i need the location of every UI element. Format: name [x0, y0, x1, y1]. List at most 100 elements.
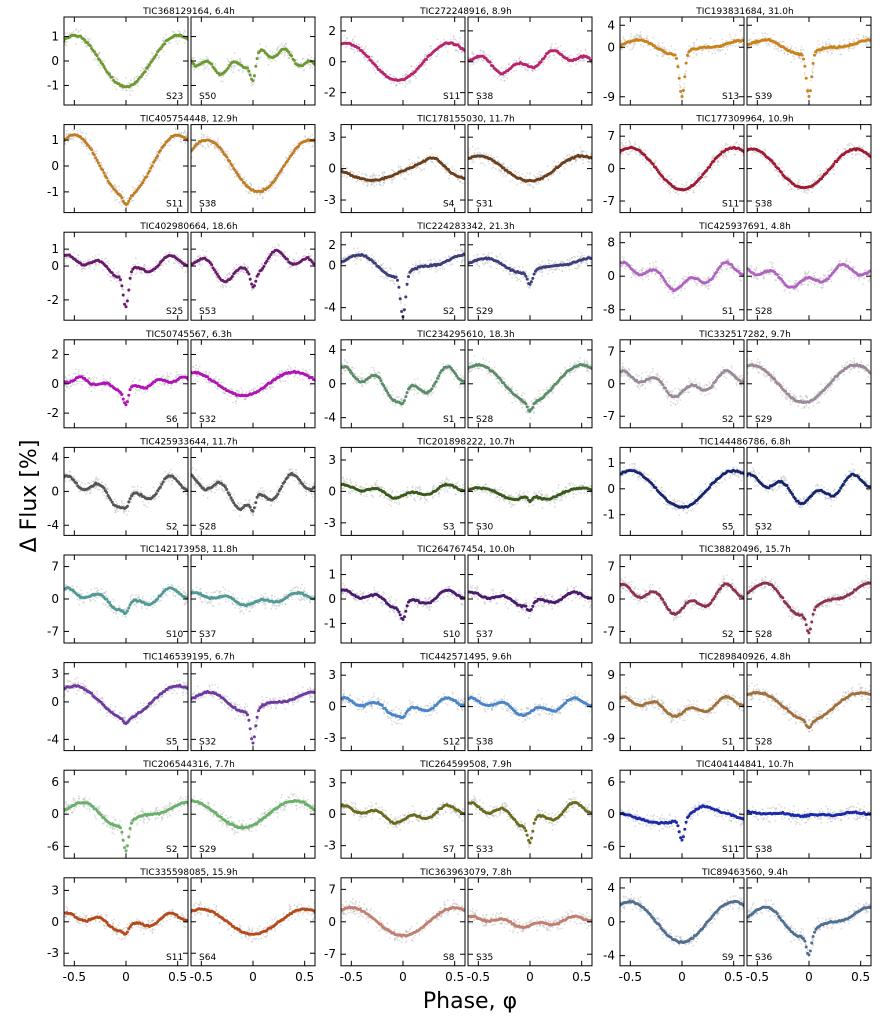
binned-point	[102, 65, 106, 69]
raw-point	[477, 59, 480, 62]
raw-point	[224, 150, 226, 153]
raw-point	[704, 176, 707, 179]
raw-point	[261, 192, 263, 195]
binned-point	[228, 159, 232, 163]
raw-point	[655, 54, 658, 57]
raw-point	[789, 186, 792, 188]
raw-point	[69, 138, 72, 140]
y-tick-label: -3	[324, 193, 336, 207]
raw-point	[703, 43, 706, 46]
raw-point	[281, 172, 283, 175]
raw-point	[88, 265, 91, 267]
raw-point	[581, 150, 584, 153]
raw-point	[797, 188, 799, 191]
raw-point	[177, 30, 180, 32]
raw-point	[168, 41, 170, 44]
raw-point	[158, 159, 161, 162]
raw-point	[546, 58, 549, 60]
raw-point	[367, 183, 369, 186]
raw-point	[642, 45, 645, 48]
binned-point	[154, 53, 158, 57]
raw-point	[283, 55, 286, 57]
raw-point	[663, 48, 666, 51]
raw-point	[382, 173, 385, 176]
raw-point	[491, 58, 494, 61]
raw-point	[258, 57, 261, 60]
sector-label: S13	[722, 92, 739, 102]
raw-point	[444, 46, 447, 49]
raw-point	[737, 45, 740, 47]
raw-point	[683, 185, 686, 188]
raw-point	[629, 151, 631, 153]
binned-point	[146, 172, 150, 175]
raw-point	[582, 58, 585, 61]
raw-point	[353, 41, 355, 43]
raw-point	[64, 142, 67, 145]
raw-point	[219, 71, 222, 73]
raw-point	[454, 49, 457, 52]
raw-point	[638, 153, 641, 155]
raw-point	[113, 76, 116, 79]
raw-point	[564, 54, 567, 57]
binned-point	[810, 75, 814, 79]
binned-point	[130, 270, 133, 274]
raw-point	[553, 161, 556, 163]
raw-point	[216, 269, 219, 272]
raw-point	[787, 53, 789, 56]
raw-point	[271, 246, 274, 249]
raw-point	[160, 264, 163, 267]
raw-point	[634, 141, 636, 143]
raw-point	[809, 79, 812, 82]
binned-point	[543, 54, 547, 58]
raw-point	[501, 168, 504, 171]
raw-point	[624, 39, 626, 42]
raw-point	[534, 176, 537, 179]
raw-point	[734, 142, 737, 145]
raw-point	[692, 189, 695, 192]
binned-point	[225, 155, 229, 159]
raw-point	[462, 42, 465, 45]
raw-point	[488, 162, 490, 165]
raw-point	[345, 176, 348, 179]
raw-point	[233, 52, 236, 54]
raw-point	[806, 192, 809, 195]
raw-point	[358, 43, 360, 46]
raw-point	[296, 259, 299, 261]
raw-point	[253, 82, 256, 84]
raw-point	[832, 168, 834, 171]
raw-point	[509, 180, 512, 183]
binned-point	[357, 46, 361, 50]
raw-point	[476, 61, 478, 64]
raw-point	[852, 40, 854, 43]
raw-point	[174, 137, 176, 140]
raw-point	[700, 49, 703, 52]
binned-point	[131, 193, 135, 197]
raw-point	[820, 186, 823, 189]
raw-point	[823, 49, 825, 52]
raw-point	[162, 40, 165, 43]
raw-point	[260, 188, 263, 190]
raw-point	[219, 71, 222, 74]
raw-point	[477, 57, 480, 60]
raw-point	[233, 176, 236, 179]
raw-point	[697, 172, 700, 174]
raw-point	[149, 58, 152, 61]
raw-point	[183, 131, 186, 133]
raw-point	[252, 83, 254, 86]
raw-point	[162, 50, 165, 53]
raw-point	[181, 265, 184, 268]
raw-point	[148, 175, 151, 178]
raw-point	[532, 70, 534, 73]
binned-point	[587, 56, 591, 60]
raw-point	[471, 51, 474, 53]
binned-point	[119, 194, 122, 198]
raw-point	[161, 39, 164, 42]
raw-point	[443, 168, 446, 171]
raw-point	[517, 171, 519, 174]
raw-point	[414, 75, 416, 78]
raw-point	[268, 261, 271, 263]
raw-point	[421, 58, 424, 61]
raw-point	[153, 156, 156, 159]
raw-point	[446, 170, 448, 173]
